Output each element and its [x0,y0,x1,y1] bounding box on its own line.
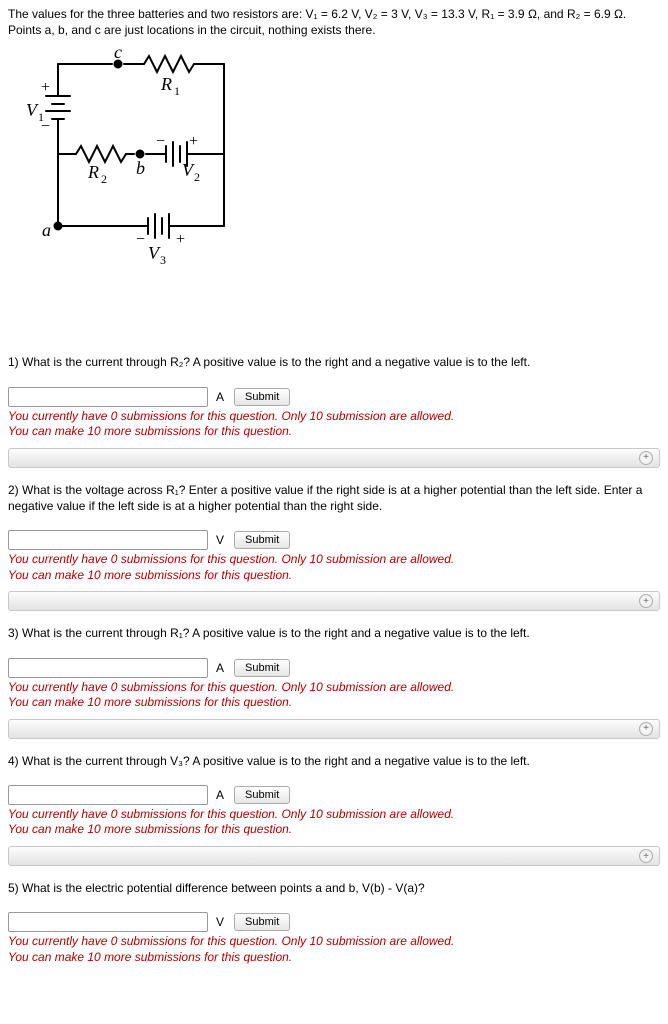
submission-msg-2: You can make 10 more submissions for thi… [8,568,660,584]
svg-text:R: R [87,162,99,182]
answer-row: A Submit [8,658,660,678]
plus-icon: + [639,849,653,863]
answer-input[interactable] [8,912,208,932]
question-block: 5) What is the electric potential differ… [8,880,660,965]
svg-text:3: 3 [160,253,166,267]
unit-label: V [216,533,224,547]
submission-msg-1: You currently have 0 submissions for thi… [8,807,660,823]
submit-button[interactable]: Submit [234,531,290,549]
plus-icon: + [639,451,653,465]
submission-msg-2: You can make 10 more submissions for thi… [8,822,660,838]
question-block: 4) What is the current through V₃? A pos… [8,753,660,866]
answer-row: A Submit [8,785,660,805]
svg-text:2: 2 [194,170,200,184]
svg-text:2: 2 [101,172,107,186]
question-text: 4) What is the current through V₃? A pos… [8,753,660,769]
submission-msg-2: You can make 10 more submissions for thi… [8,695,660,711]
intro-line2: Points a, b, and c are just locations in… [8,22,660,38]
svg-text:a: a [42,220,51,240]
svg-text:b: b [136,158,145,178]
svg-text:−: − [156,133,165,150]
unit-label: A [216,661,224,675]
submission-msg-2: You can make 10 more submissions for thi… [8,424,660,440]
question-text: 5) What is the electric potential differ… [8,880,660,896]
submission-msg-2: You can make 10 more submissions for thi… [8,950,660,966]
question-block: 2) What is the voltage across R₁? Enter … [8,482,660,612]
svg-text:c: c [114,46,122,62]
submission-msg-1: You currently have 0 submissions for thi… [8,934,660,950]
answer-row: V Submit [8,530,660,550]
svg-text:−: − [136,231,145,248]
answer-row: V Submit [8,912,660,932]
question-block: 3) What is the current through R₁? A pos… [8,625,660,738]
expand-bar[interactable]: + [8,719,660,739]
svg-text:+: + [41,79,50,96]
question-text: 2) What is the voltage across R₁? Enter … [8,482,660,514]
svg-text:R: R [160,74,172,94]
unit-label: V [216,915,224,929]
expand-bar[interactable]: + [8,846,660,866]
submission-msg-1: You currently have 0 submissions for thi… [8,409,660,425]
unit-label: A [216,390,224,404]
submit-button[interactable]: Submit [234,913,290,931]
submit-button[interactable]: Submit [234,659,290,677]
question-text: 3) What is the current through R₁? A pos… [8,625,660,641]
expand-bar[interactable]: + [8,448,660,468]
answer-input[interactable] [8,530,208,550]
unit-label: A [216,788,224,802]
question-text: 1) What is the current through R₂? A pos… [8,354,660,370]
submit-button[interactable]: Submit [234,786,290,804]
plus-icon: + [639,594,653,608]
answer-input[interactable] [8,387,208,407]
question-block: 1) What is the current through R₂? A pos… [8,354,660,467]
problem-intro: The values for the three batteries and t… [8,6,660,38]
submission-msg-1: You currently have 0 submissions for thi… [8,680,660,696]
plus-icon: + [639,722,653,736]
svg-text:+: + [189,133,198,150]
intro-line1: The values for the three batteries and t… [8,6,660,22]
submit-button[interactable]: Submit [234,388,290,406]
circuit-diagram: + − − + − + V1 V2 V3 R1 R2 c b a [26,46,660,274]
answer-row: A Submit [8,387,660,407]
svg-text:1: 1 [38,110,44,124]
expand-bar[interactable]: + [8,591,660,611]
answer-input[interactable] [8,785,208,805]
svg-text:1: 1 [174,84,180,98]
answer-input[interactable] [8,658,208,678]
submission-msg-1: You currently have 0 submissions for thi… [8,552,660,568]
svg-text:+: + [176,231,185,248]
